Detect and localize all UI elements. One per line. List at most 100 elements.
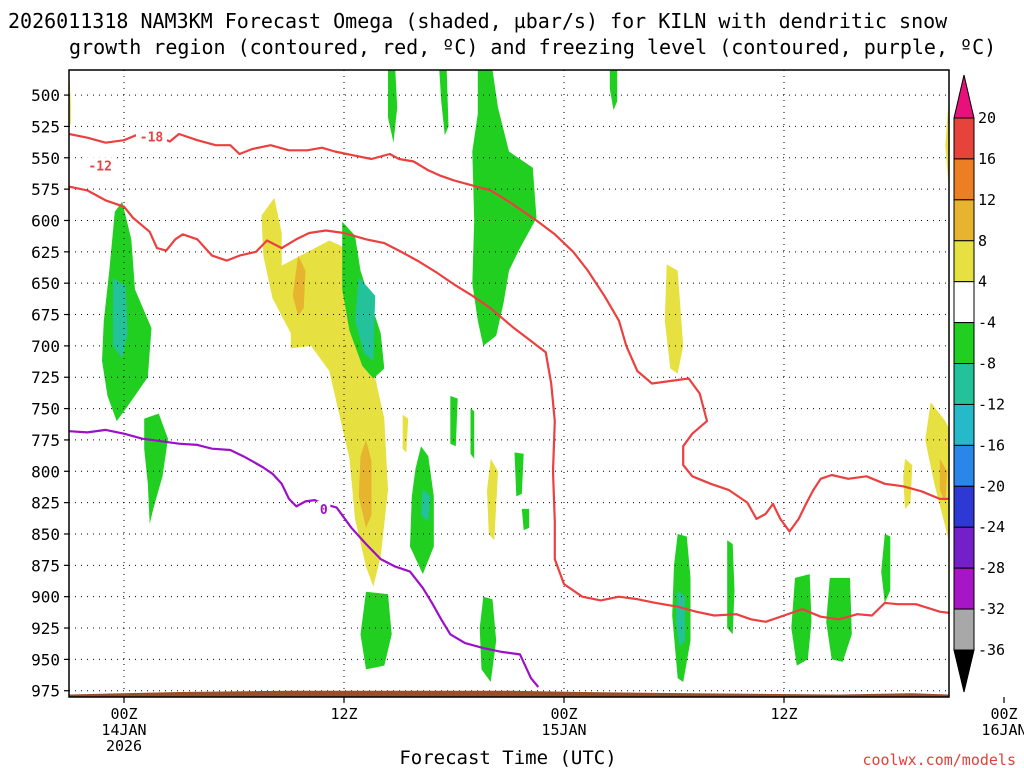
plot-area: -18 -12 0	[68, 69, 1024, 698]
x-tick-label: 00Z	[550, 705, 577, 723]
contour-label: -12	[88, 159, 111, 174]
y-tick-label: 975	[31, 682, 60, 701]
colorbar-swatch	[953, 567, 975, 610]
y-tick-label: 800	[31, 462, 60, 481]
chart-title-line-2: growth region (contoured, red, ºC) and f…	[69, 35, 996, 59]
y-tick-label: 650	[31, 274, 60, 293]
y-tick-label: 950	[31, 650, 60, 669]
omega-shade-region-34	[903, 458, 913, 509]
y-tick-label: 850	[31, 525, 60, 544]
x-tick-label: 14JAN	[101, 721, 146, 739]
ground-surface	[69, 690, 949, 697]
y-tick-label: 825	[31, 494, 60, 513]
omega-shade-region-28	[487, 458, 498, 541]
x-axis-title: Forecast Time (UTC)	[399, 747, 616, 768]
colorbar-label: -36	[978, 641, 1005, 659]
y-tick-label: 675	[31, 306, 60, 325]
colorbar-bottom-arrow	[953, 649, 975, 693]
omega-shade-region-15	[360, 591, 392, 670]
contour-label-bg	[136, 128, 167, 144]
y-tick-label: 775	[31, 431, 60, 450]
terrain	[69, 690, 949, 697]
contour-line-dgz-0	[69, 131, 949, 533]
omega-shading	[69, 70, 1024, 682]
gridlines	[69, 70, 949, 697]
omega-shade-region-2	[292, 255, 306, 316]
x-tick-label: 2026	[106, 737, 142, 755]
colorbar-label: -24	[978, 518, 1005, 536]
y-tick-label: 700	[31, 337, 60, 356]
colorbar-swatch	[953, 158, 975, 201]
colorbar-swatch	[953, 322, 975, 365]
y-tick-label: 875	[31, 556, 60, 575]
colorbar-label: 8	[978, 232, 987, 250]
y-tick-label: 500	[31, 86, 60, 105]
colorbar-label: 4	[978, 273, 987, 291]
colorbar-label: -4	[978, 314, 996, 332]
credit-text: coolwx.com/models	[862, 751, 1016, 768]
omega-shade-region-31	[1017, 101, 1024, 214]
x-tick-label: 00Z	[110, 705, 137, 723]
colorbar-swatch	[953, 608, 975, 651]
colorbar-label: -12	[978, 395, 1005, 413]
colorbar-label: -16	[978, 436, 1005, 454]
omega-shade-region-14	[421, 488, 431, 522]
colorbar-swatch	[953, 444, 975, 487]
omega-shade-region-33	[939, 458, 948, 503]
omega-shade-region-24	[450, 396, 458, 447]
y-tick-label: 725	[31, 368, 60, 387]
omega-shade-region-26	[514, 452, 524, 497]
contour-label-bg	[84, 157, 116, 173]
omega-shade-region-7	[355, 276, 376, 361]
contour-line-freezing-2	[69, 428, 540, 688]
y-tick-label: 625	[31, 243, 60, 262]
omega-shade-region-8	[388, 70, 398, 143]
y-tick-label: 750	[31, 400, 60, 419]
colorbar-swatch	[953, 240, 975, 283]
y-tick-label: 925	[31, 619, 60, 638]
colorbar-swatch	[953, 363, 975, 405]
omega-shade-region-25	[470, 408, 475, 459]
omega-shade-region-18	[675, 590, 685, 647]
omega-shade-region-22	[881, 534, 891, 603]
colorbar: 20 16 12 8 4 -4 -8 -12 -16 -20 -24 -28 -32 -36	[953, 74, 1005, 693]
omega-shade-region-32	[925, 402, 949, 543]
colorbar-swatch	[953, 281, 975, 324]
y-tick-label: 600	[31, 211, 60, 230]
chart-title-line-1: 2026011318 NAM3KM Forecast Omega (shaded…	[8, 9, 948, 33]
x-tick-label: 12Z	[330, 705, 357, 723]
x-tick-label: 12Z	[770, 705, 797, 723]
y-tick-label: 575	[31, 180, 60, 199]
y-tick-label: 900	[31, 588, 60, 607]
colorbar-top-arrow	[953, 74, 975, 119]
contour-line-dgz-1	[69, 185, 949, 623]
contour-label-bg	[317, 500, 331, 516]
colorbar-label: -28	[978, 559, 1005, 577]
y-tick-label: 550	[31, 149, 60, 168]
contour-label: -18	[140, 130, 164, 145]
omega-shade-region-23	[521, 508, 530, 531]
contours: -18 -12 0	[69, 128, 949, 688]
plot-frame	[68, 69, 950, 698]
contour-label: 0	[320, 503, 328, 518]
colorbar-swatch	[953, 199, 975, 242]
omega-shade-region-19	[727, 540, 735, 635]
colorbar-label: 20	[978, 109, 996, 127]
y-axis: 500 525 550 575 600 625 650 675 700 725 750 775 800 8…	[31, 86, 69, 701]
x-tick-label: 15JAN	[541, 721, 586, 739]
colorbar-swatch	[953, 117, 975, 160]
colorbar-label: 12	[978, 191, 996, 209]
colorbar-label: -20	[978, 477, 1005, 495]
colorbar-swatch	[953, 526, 975, 569]
y-tick-label: 525	[31, 117, 60, 136]
x-tick-label: 00Z	[990, 705, 1017, 723]
colorbar-swatch	[953, 485, 975, 528]
omega-shade-region-20	[791, 574, 812, 666]
omega-shade-region-10	[472, 70, 537, 346]
colorbar-swatch	[953, 403, 975, 446]
omega-shade-region-3	[358, 439, 372, 528]
omega-shade-region-29	[402, 414, 409, 453]
